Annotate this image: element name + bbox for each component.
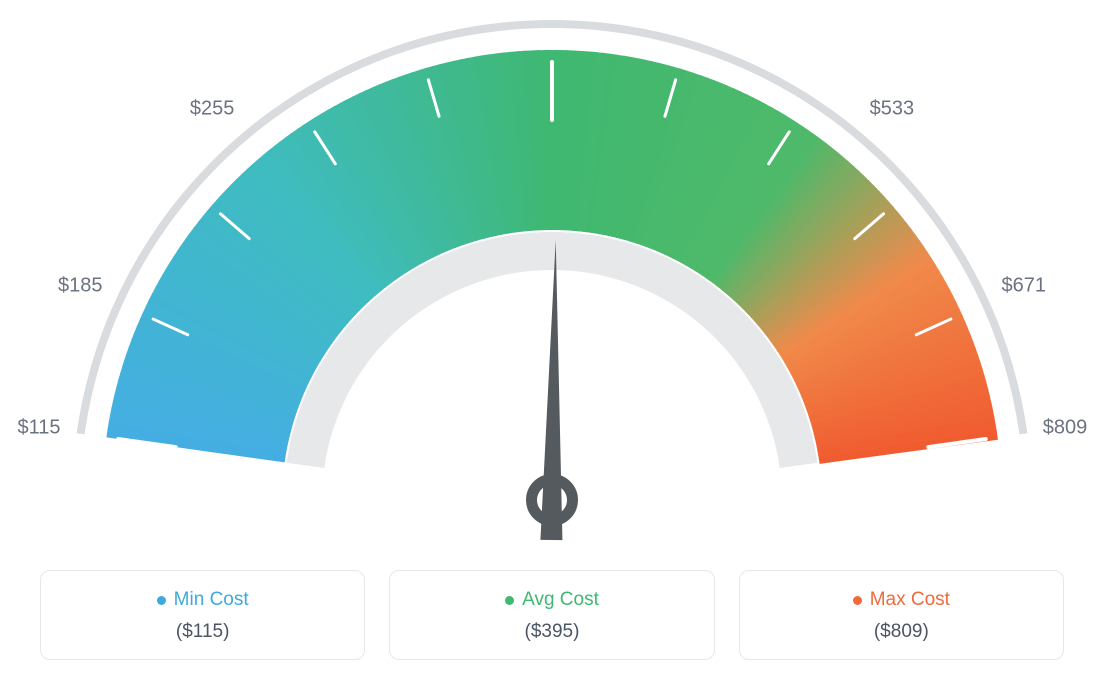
gauge-svg — [0, 0, 1104, 560]
legend-title-avg: Avg Cost — [505, 589, 599, 611]
legend: Min Cost ($115) Avg Cost ($395) Max Cost… — [40, 570, 1064, 660]
legend-value: ($395) — [400, 621, 703, 643]
legend-card-min: Min Cost ($115) — [40, 570, 365, 660]
gauge-tick-label: $809 — [1043, 416, 1088, 439]
legend-value: ($809) — [750, 621, 1053, 643]
gauge-tick-label: $533 — [870, 98, 915, 121]
legend-dot-icon — [505, 596, 514, 605]
legend-value: ($115) — [51, 621, 354, 643]
legend-dot-icon — [853, 596, 862, 605]
legend-label: Min Cost — [174, 589, 249, 611]
legend-card-avg: Avg Cost ($395) — [389, 570, 714, 660]
gauge-chart: $115$185$255$395$533$671$809 — [0, 0, 1104, 560]
legend-card-max: Max Cost ($809) — [739, 570, 1064, 660]
legend-label: Max Cost — [870, 589, 950, 611]
gauge-tick-label: $671 — [1001, 275, 1046, 298]
gauge-tick-label: $185 — [58, 275, 103, 298]
legend-dot-icon — [157, 596, 166, 605]
gauge-tick-label: $115 — [18, 416, 61, 439]
legend-title-min: Min Cost — [157, 589, 249, 611]
legend-title-max: Max Cost — [853, 589, 950, 611]
legend-label: Avg Cost — [522, 589, 599, 611]
gauge-tick-label: $255 — [190, 98, 235, 121]
